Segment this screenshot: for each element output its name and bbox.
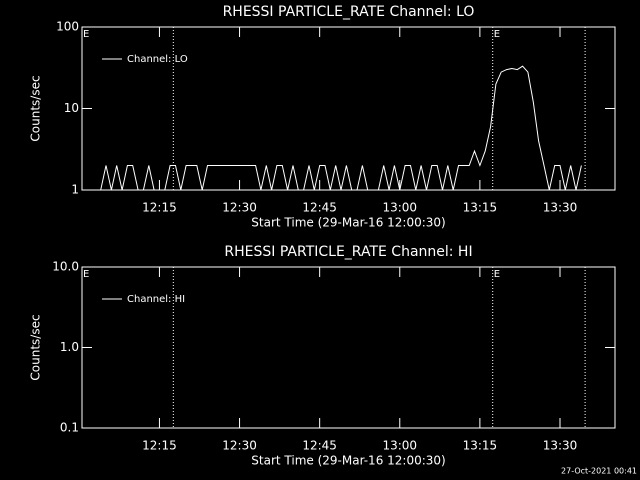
y-axis-label: Counts/sec: [29, 75, 43, 141]
chart-title: RHESSI PARTICLE_RATE Channel: LO: [223, 4, 475, 20]
legend-label: Channel: LO: [127, 54, 188, 65]
annotation: E: [494, 29, 500, 40]
y-tick-label: 10.0: [52, 260, 79, 274]
x-tick-label: 13:15: [463, 201, 498, 215]
y-tick-label: 100: [56, 20, 79, 34]
x-tick-label: 12:45: [302, 201, 337, 215]
annotation: E: [83, 269, 89, 280]
y-axis-label: Counts/sec: [29, 314, 43, 380]
plot-frame: [81, 26, 616, 191]
x-tick-label: 12:45: [302, 439, 337, 453]
x-tick-label: 12:30: [222, 439, 257, 453]
x-tick-label: 13:30: [543, 201, 578, 215]
plot-frame: [81, 266, 616, 429]
y-tick-label: 10: [64, 101, 79, 115]
y-tick-label: 1.0: [60, 340, 79, 354]
y-tick-label: 1: [71, 183, 79, 197]
legend-label: Channel: HI: [127, 294, 185, 305]
y-tick-label: 0.1: [60, 421, 79, 435]
x-tick-label: 13:15: [463, 439, 498, 453]
x-axis-label: Start Time (29-Mar-16 12:00:30): [251, 216, 445, 230]
x-tick-label: 12:30: [222, 201, 257, 215]
x-tick-label: 13:30: [543, 439, 578, 453]
x-tick-label: 12:15: [142, 439, 177, 453]
x-tick-label: 13:00: [382, 439, 417, 453]
x-axis-label: Start Time (29-Mar-16 12:00:30): [251, 454, 445, 468]
annotation: E: [83, 29, 89, 40]
x-tick-label: 12:15: [142, 201, 177, 215]
data-line: [84, 65, 582, 191]
annotation: E: [494, 269, 500, 280]
footer: 27-Oct-2021 00:41: [561, 467, 637, 476]
x-tick-label: 13:00: [382, 201, 417, 215]
chart-title: RHESSI PARTICLE_RATE Channel: HI: [224, 244, 472, 260]
